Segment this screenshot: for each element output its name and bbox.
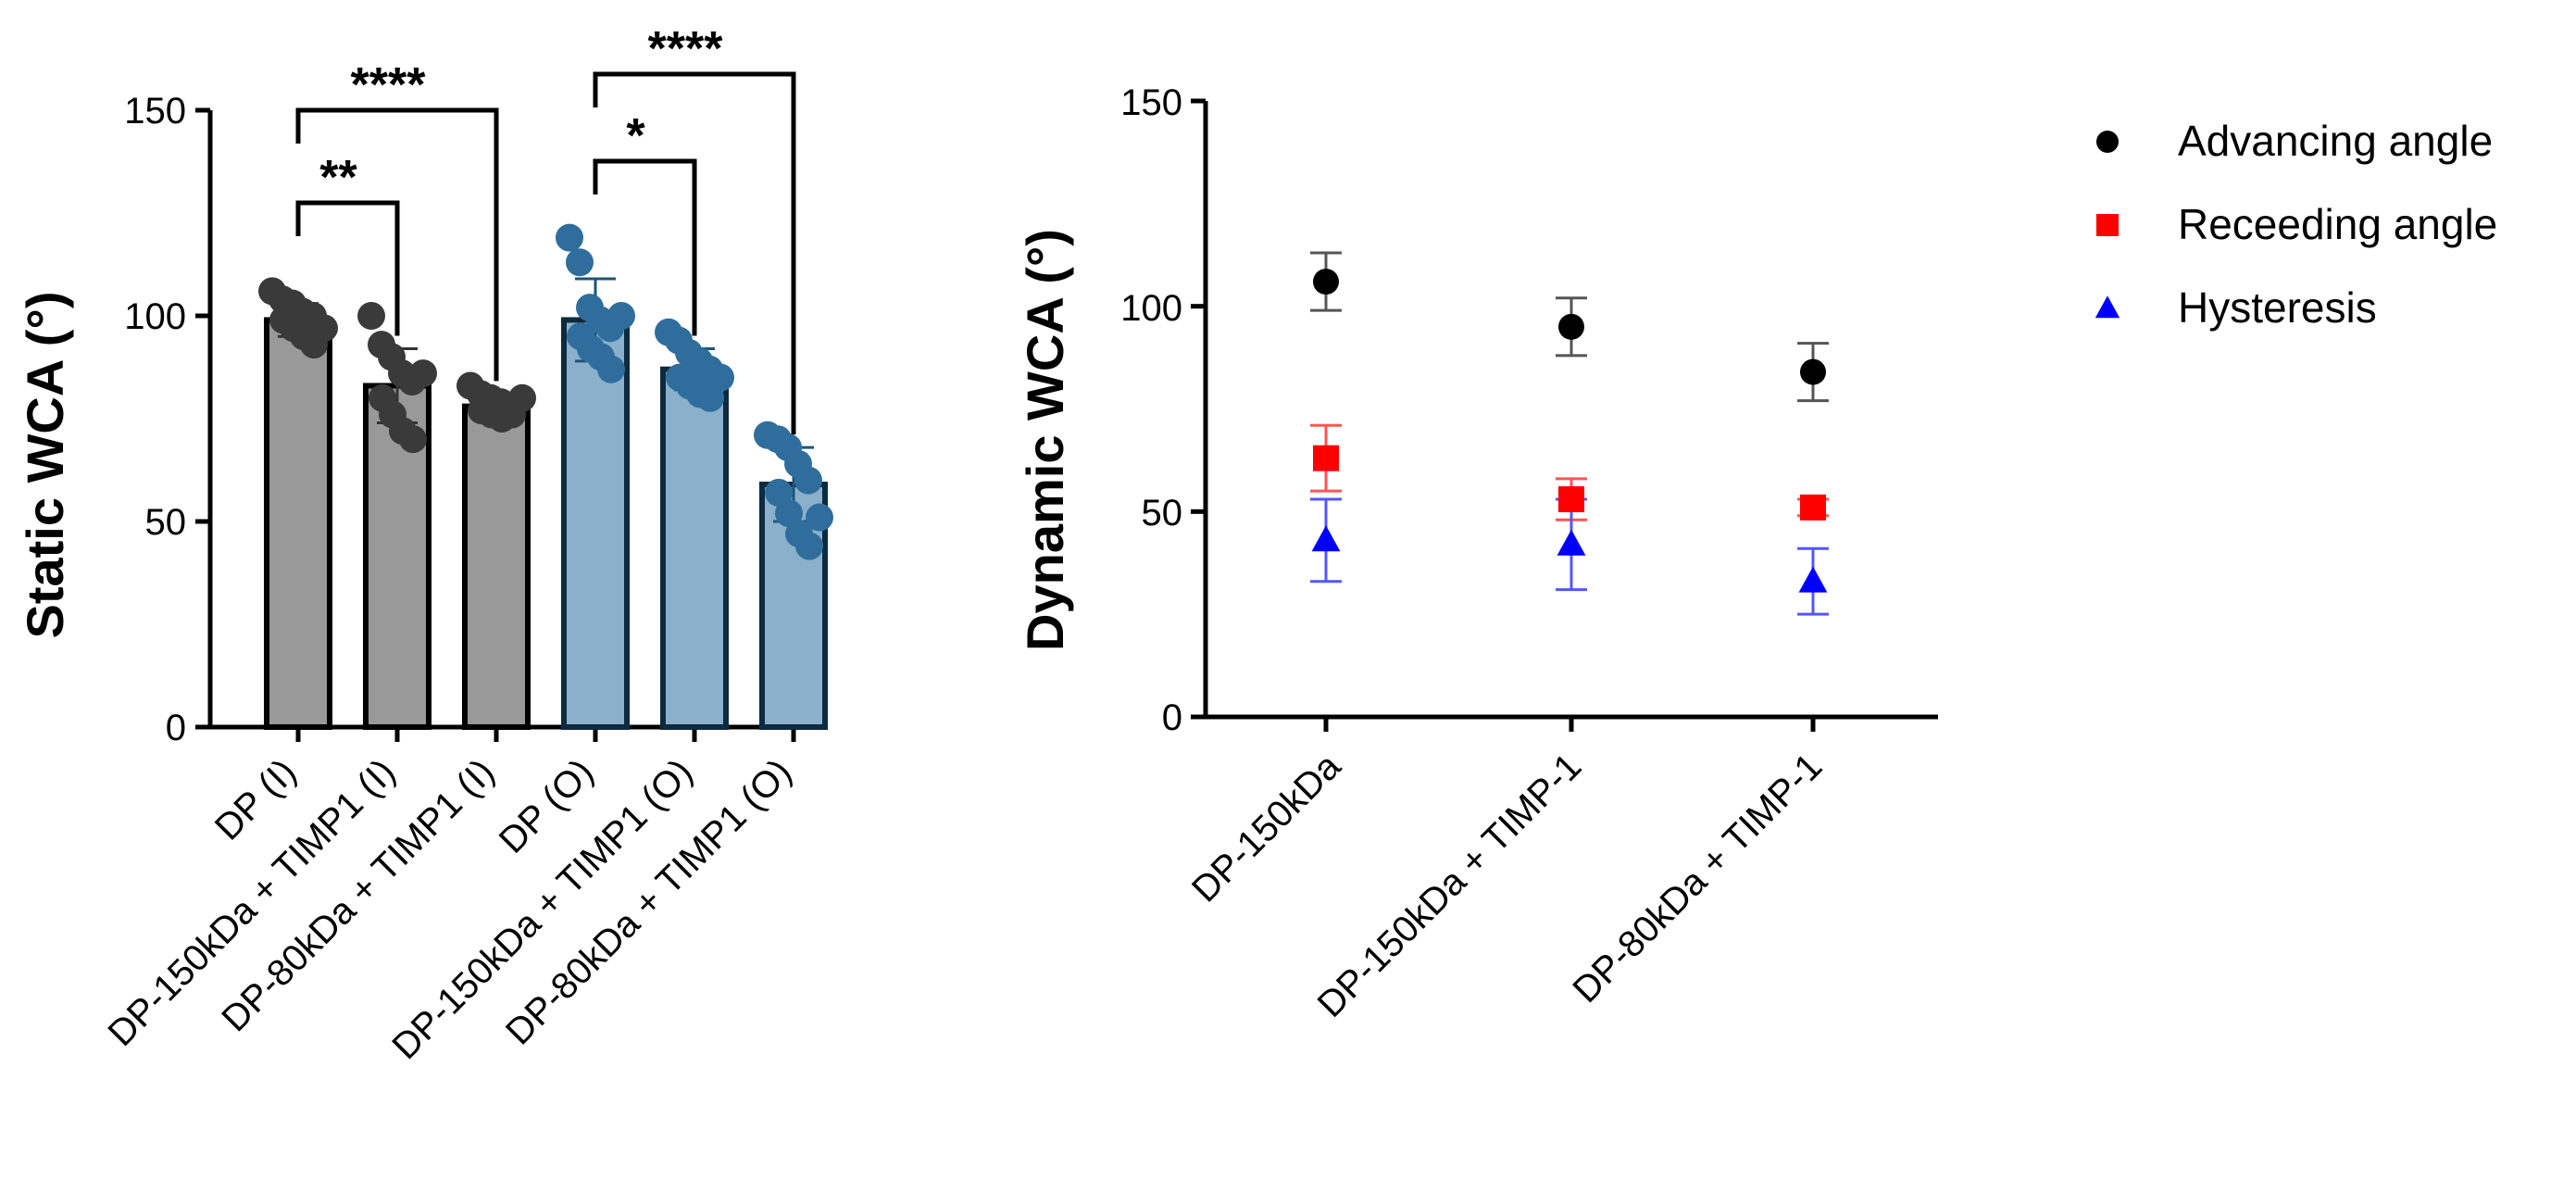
data-point (1800, 494, 1826, 521)
significance-label: **** (351, 58, 427, 112)
static-ylabel: Static WCA (°) (16, 292, 74, 639)
data-point (566, 248, 594, 277)
data-point (1558, 486, 1584, 513)
data-point (607, 302, 635, 330)
data-point (597, 355, 625, 383)
legend-label: Hysteresis (2178, 283, 2377, 332)
y-tick-label: 0 (1162, 697, 1182, 738)
x-tick-label: DP-150kDa (1184, 746, 1349, 910)
data-point (1800, 358, 1826, 385)
x-tick-label: DP-150kDa + TIMP-1 (1310, 746, 1590, 1025)
data-point (399, 425, 427, 454)
bar (264, 317, 332, 730)
dynamic-x-ticks: DP-150kDa DP-150kDa + TIMP-1 DP-80kDa + … (1184, 746, 1830, 1025)
significance-label: **** (648, 22, 724, 76)
static-significance: *********** (295, 22, 796, 435)
data-point (1313, 269, 1339, 295)
bar (462, 403, 531, 730)
data-point (806, 503, 833, 532)
data-point (775, 499, 803, 528)
data-point (556, 223, 583, 252)
data-point (696, 383, 724, 412)
static-bars (264, 317, 828, 730)
dynamic-marks (1310, 251, 1829, 616)
dynamic-legend: Advancing angle Receeding angle Hysteres… (2095, 117, 2497, 332)
data-point (795, 532, 823, 560)
y-tick-label: 100 (124, 296, 186, 337)
data-point (508, 383, 536, 412)
y-tick-label: 150 (124, 91, 186, 132)
significance-bracket (295, 107, 499, 382)
legend-marker (2095, 295, 2120, 319)
significance-label: * (626, 109, 645, 163)
data-point (765, 478, 793, 507)
data-point (310, 314, 338, 343)
data-point (1558, 313, 1584, 340)
dynamic-y-ticks: 0 50 100 150 (1120, 82, 1182, 738)
static-wca-chart: Static WCA (°) *********** 0 50 100 150 … (16, 22, 833, 1067)
y-tick-label: 100 (1120, 288, 1182, 329)
y-tick-label: 50 (1142, 493, 1183, 534)
data-point (1557, 529, 1586, 556)
static-x-ticks: DP (I) DP-150kDa + TIMP1 (I) DP-80kDa + … (100, 751, 799, 1067)
data-point (1311, 525, 1341, 552)
y-tick-label: 150 (1120, 82, 1182, 123)
data-point (707, 363, 734, 392)
y-tick-label: 50 (145, 502, 187, 543)
x-tick-label: DP (I) (207, 751, 304, 847)
legend-marker (2096, 131, 2119, 153)
dynamic-axes (1191, 98, 1938, 732)
legend-marker (2096, 214, 2119, 236)
data-point (409, 359, 437, 388)
significance-bracket (593, 158, 697, 336)
static-y-ticks: 0 50 100 150 (124, 91, 186, 748)
x-tick-label: DP-80kDa + TIMP-1 (1565, 746, 1830, 1011)
data-point (1798, 566, 1828, 593)
static-points (258, 223, 833, 560)
bar (660, 366, 729, 730)
y-tick-label: 0 (166, 708, 186, 748)
dynamic-wca-chart: Dynamic WCA (°) 0 50 100 150 DP-150kDa D… (1016, 82, 2497, 1025)
data-point (1313, 445, 1339, 471)
legend-label: Advancing angle (2178, 117, 2493, 165)
data-point (794, 466, 822, 495)
significance-bracket (593, 71, 796, 435)
significance-label: ** (319, 151, 357, 205)
legend-label: Receeding angle (2178, 200, 2497, 248)
significance-bracket (295, 200, 400, 336)
dynamic-ylabel: Dynamic WCA (°) (1016, 229, 1074, 651)
data-point (357, 302, 385, 330)
